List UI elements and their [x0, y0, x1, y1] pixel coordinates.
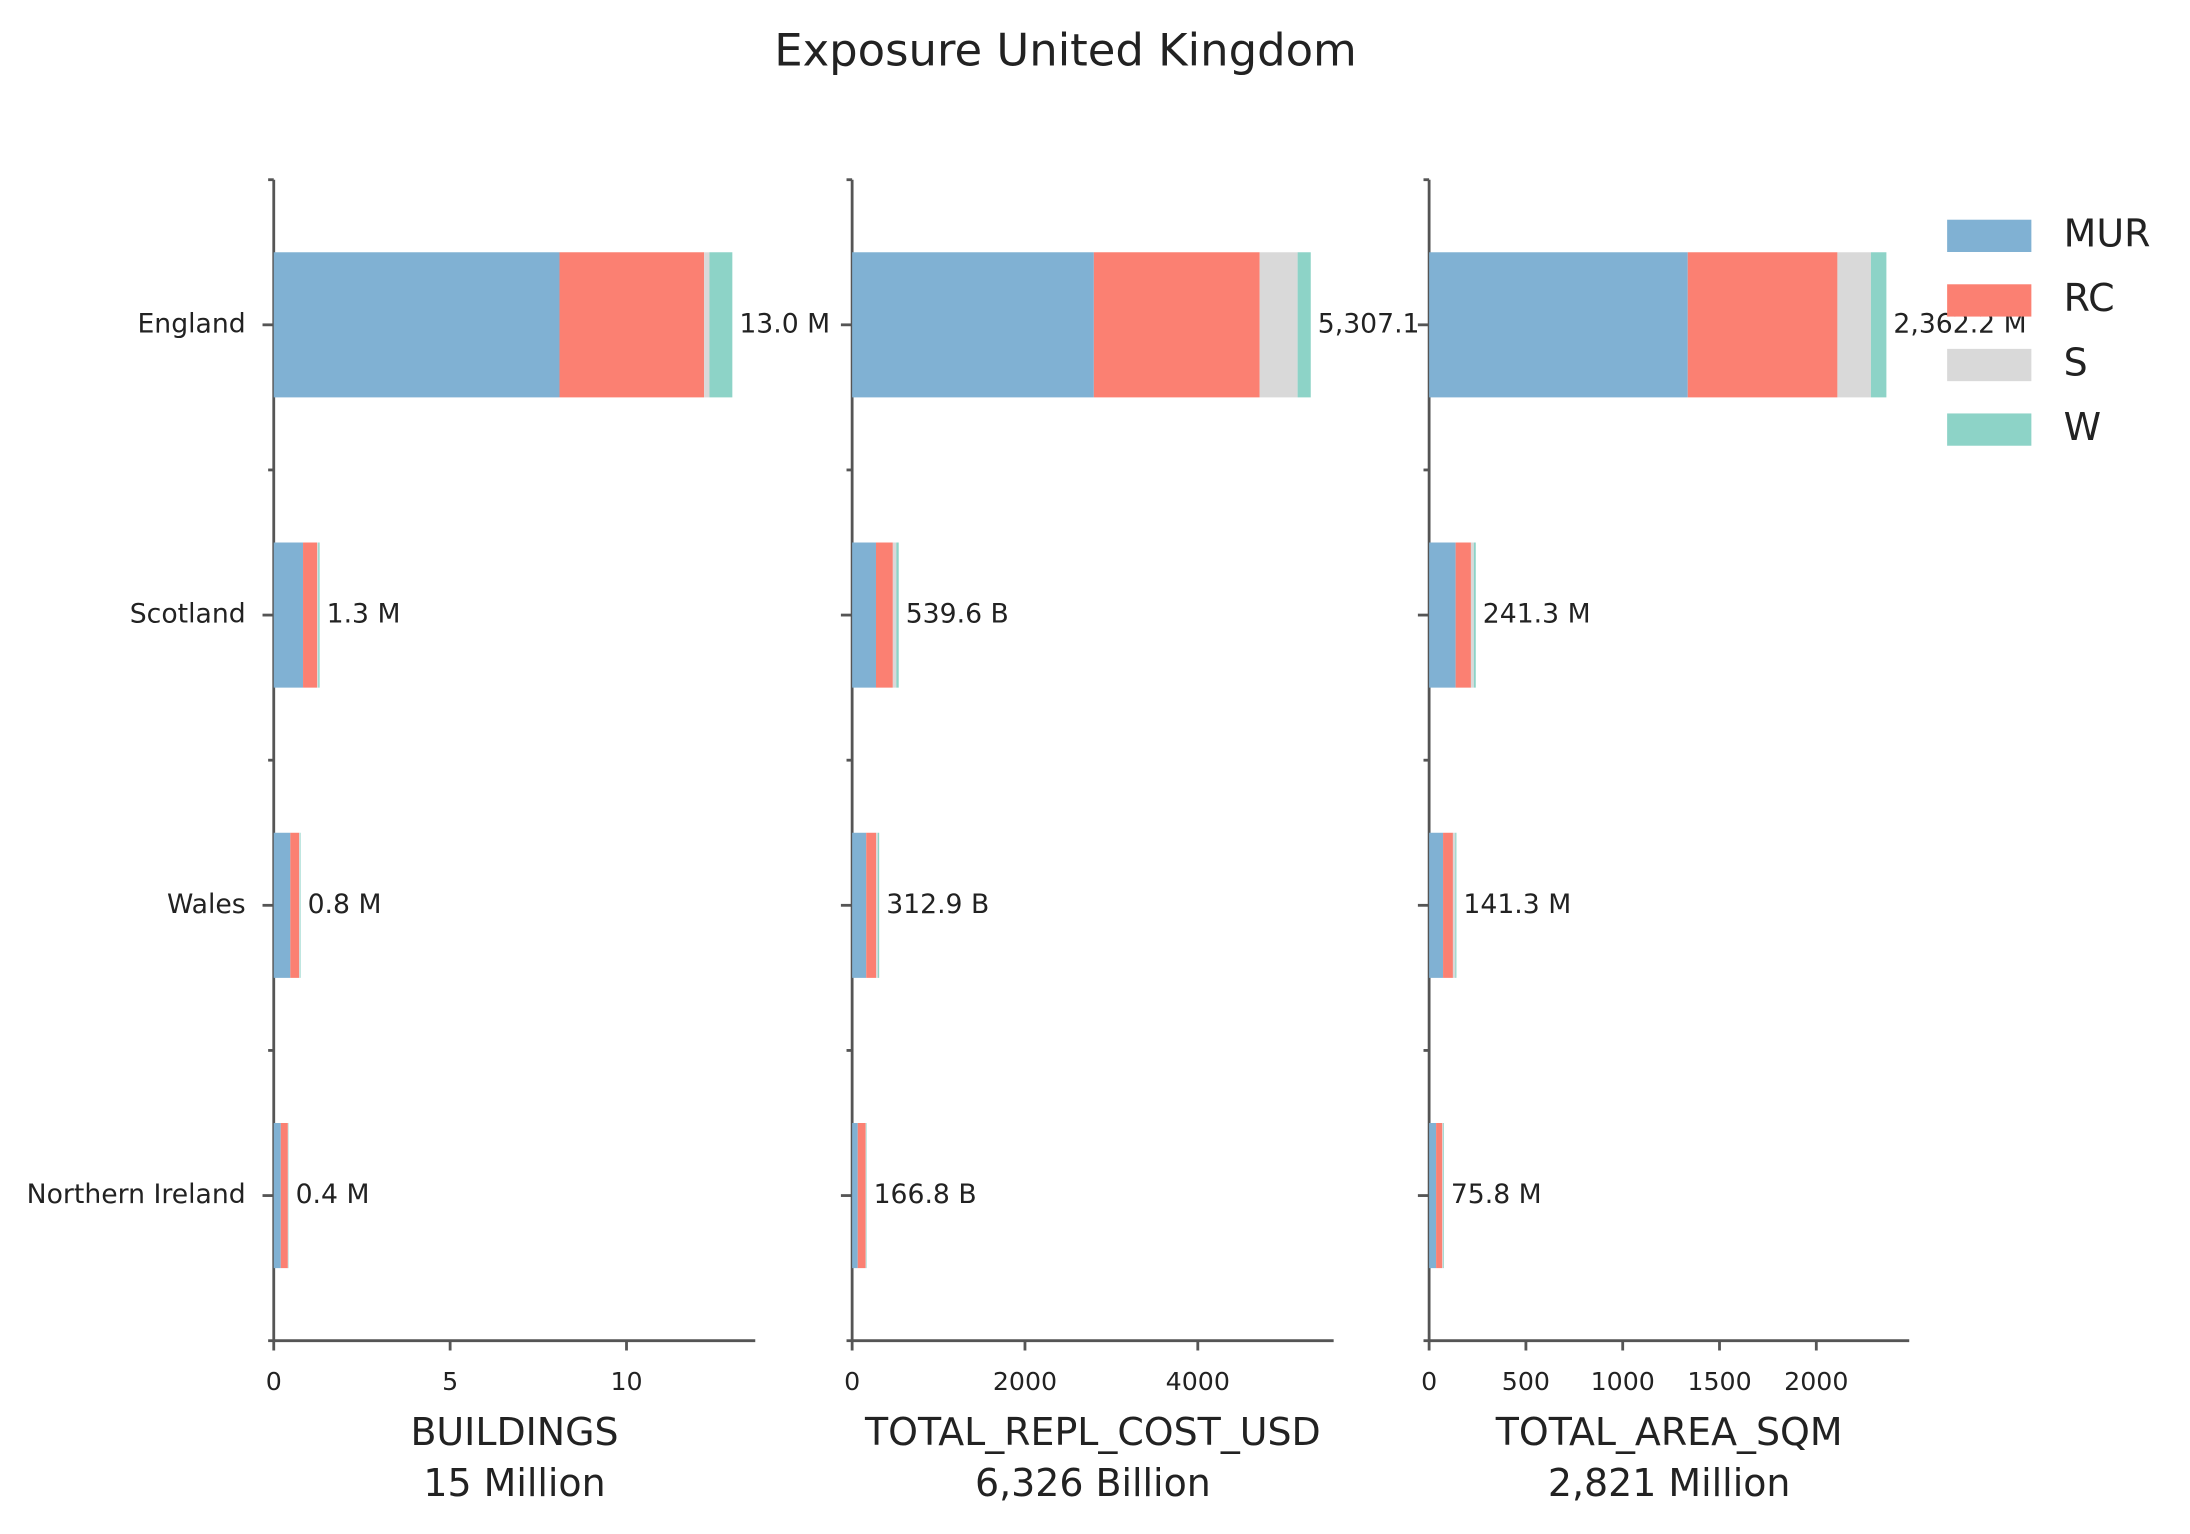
bar-segment — [1473, 542, 1476, 688]
bar-segment — [866, 832, 877, 978]
legend-label: MUR — [2064, 211, 2151, 255]
y-tick-label: England — [137, 308, 245, 339]
x-tick-label: 2000 — [993, 1367, 1057, 1396]
total-label: 166.8 B — [874, 1179, 977, 1210]
chart-title: Exposure United Kingdom — [774, 23, 1357, 76]
bar-segment — [273, 252, 560, 398]
y-tick-label: Northern Ireland — [27, 1179, 246, 1210]
total-label: 13.0 M — [739, 308, 830, 339]
x-tick-label: 4000 — [1166, 1367, 1230, 1396]
x-axis-label: BUILDINGS — [410, 1410, 618, 1454]
bar-segment — [280, 1122, 288, 1269]
bar-segment — [865, 1122, 867, 1269]
bar-segment — [857, 1122, 866, 1269]
x-axis-label: TOTAL_AREA_SQM — [1495, 1410, 1843, 1454]
total-label: 539.6 B — [906, 599, 1009, 630]
bar-segment — [273, 542, 304, 688]
bar-segment — [1429, 832, 1444, 978]
bar-segment — [303, 542, 318, 688]
x-axis-sublabel: 2,821 Million — [1548, 1461, 1791, 1505]
bar-segment — [1443, 1122, 1444, 1269]
bar-segment — [896, 542, 899, 688]
x-tick-label: 1500 — [1687, 1367, 1751, 1396]
bar-segment — [290, 832, 300, 978]
x-axis-sublabel: 6,326 Billion — [975, 1461, 1211, 1505]
total-label: 1.3 M — [327, 599, 401, 630]
bar-segment — [877, 832, 880, 978]
bar-segment — [1452, 832, 1456, 978]
bar-segment — [1429, 252, 1688, 398]
x-tick-label: 5 — [442, 1367, 458, 1396]
bar-segment — [852, 832, 867, 978]
x-axis-label: TOTAL_REPL_COST_USD — [864, 1410, 1321, 1454]
bar-segment — [1442, 1122, 1444, 1269]
bar-segment — [1455, 542, 1471, 688]
bar-segment — [866, 1122, 867, 1269]
bar-segment — [1870, 252, 1887, 398]
bar-segment — [318, 542, 320, 688]
bar-segment — [1429, 542, 1456, 688]
x-tick-label: 0 — [844, 1367, 860, 1396]
bar-segment — [273, 1122, 281, 1269]
total-label: 0.4 M — [296, 1179, 370, 1210]
bar-segment — [559, 252, 705, 398]
x-axis-sublabel: 15 Million — [423, 1461, 605, 1505]
bar-segment — [1443, 832, 1453, 978]
bar-segment — [852, 1122, 858, 1269]
bar-segment — [1093, 252, 1260, 398]
bar-segment — [1687, 252, 1838, 398]
bar-segment — [1455, 832, 1457, 978]
bar-segment — [299, 832, 301, 978]
y-tick-label: Scotland — [130, 599, 246, 630]
bar-segment — [1837, 252, 1871, 398]
bar-segment — [1259, 252, 1298, 398]
bar-segment — [1470, 542, 1474, 688]
x-tick-label: 2000 — [1784, 1367, 1848, 1396]
total-label: 312.9 B — [886, 889, 989, 920]
legend-label: S — [2064, 341, 2088, 385]
total-label: 141.3 M — [1463, 889, 1571, 920]
bar-segment — [299, 832, 300, 978]
bar-segment — [709, 252, 733, 398]
bar-segment — [317, 542, 319, 688]
total-label: 241.3 M — [1483, 599, 1591, 630]
x-tick-label: 10 — [610, 1367, 642, 1396]
x-tick-label: 1000 — [1591, 1367, 1655, 1396]
bar-segment — [273, 832, 291, 978]
bar-segment — [1436, 1122, 1443, 1269]
bar-segment — [875, 542, 893, 688]
x-tick-label: 500 — [1502, 1367, 1550, 1396]
legend-swatch — [1947, 348, 2032, 382]
bar-segment — [852, 252, 1094, 398]
legend-label: RC — [2064, 276, 2115, 320]
bar-segment — [1297, 252, 1311, 398]
legend-swatch — [1947, 413, 2032, 446]
bar-segment — [1429, 1122, 1437, 1269]
legend-swatch — [1947, 284, 2032, 317]
bar-segment — [876, 832, 878, 978]
x-tick-label: 0 — [266, 1367, 282, 1396]
x-tick-label: 0 — [1421, 1367, 1437, 1396]
legend-label: W — [2064, 405, 2101, 449]
total-label: 75.8 M — [1451, 1179, 1542, 1210]
bar-segment — [852, 542, 876, 688]
legend-swatch — [1947, 219, 2032, 252]
bar-segment — [704, 252, 710, 398]
total-label: 0.8 M — [308, 889, 382, 920]
y-tick-label: Wales — [167, 889, 246, 920]
bar-segment — [892, 542, 897, 688]
